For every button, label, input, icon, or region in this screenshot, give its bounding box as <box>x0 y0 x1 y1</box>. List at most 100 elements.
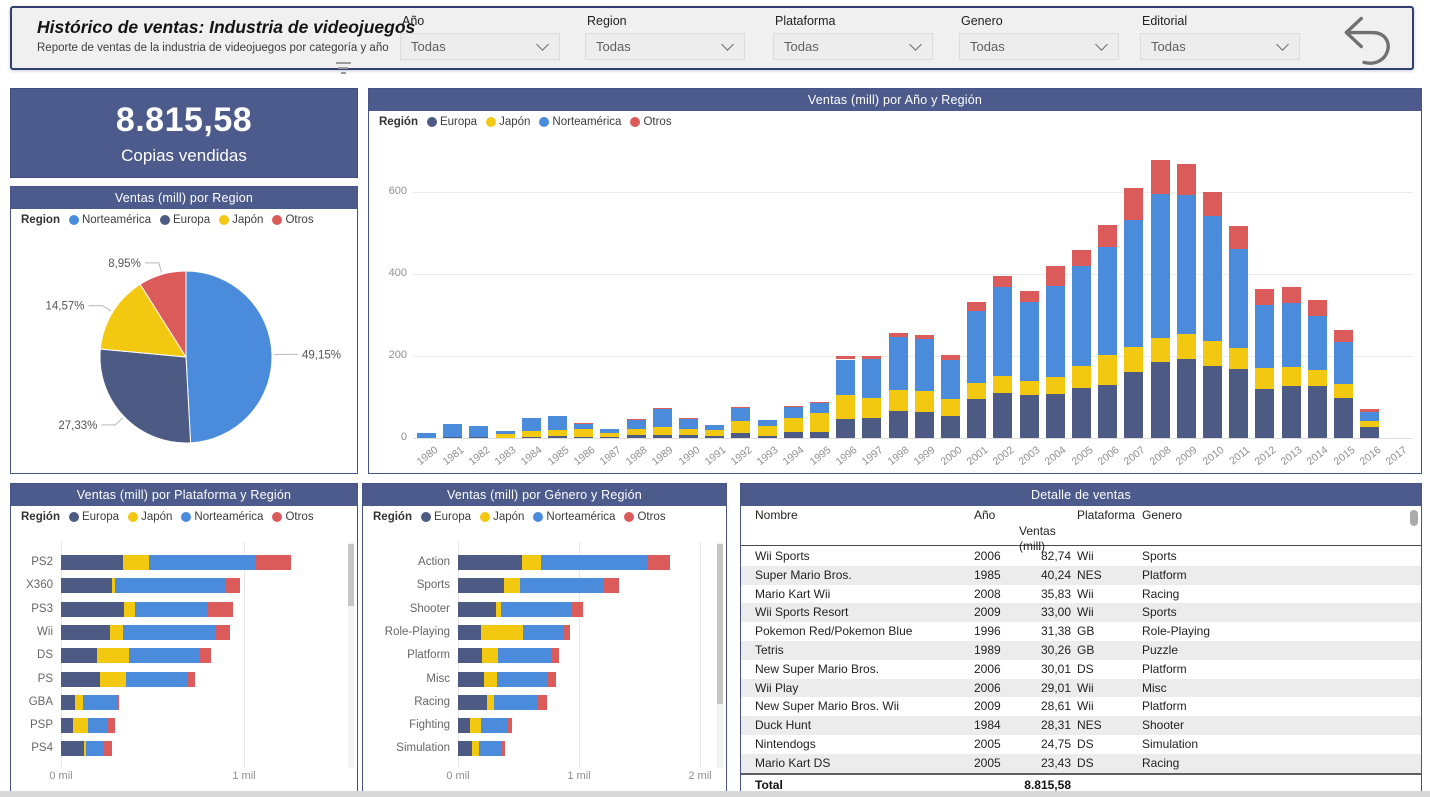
bar-segment-otros[interactable] <box>836 356 856 360</box>
filter-dropdown-editorial[interactable]: Todas <box>1140 33 1300 60</box>
table-row[interactable]: Wii Play 2006 29,01 Wii Misc <box>741 678 1421 698</box>
bar-segment-norteamerica[interactable] <box>626 419 646 429</box>
bar-segment-norteamerica[interactable] <box>757 419 777 426</box>
bar-segment-japon[interactable] <box>1360 421 1380 428</box>
table-row[interactable]: Tetris 1989 30,26 GB Puzzle <box>741 640 1421 660</box>
bar-segment-norteamerica[interactable] <box>498 648 553 664</box>
bar-segment-norteamerica[interactable] <box>148 555 256 570</box>
bar-segment-otros[interactable] <box>647 555 670 570</box>
legend-item-japon[interactable]: Japón <box>480 511 524 523</box>
filter-dropdown-plataforma[interactable]: Todas <box>773 33 933 60</box>
bar-segment-otros[interactable] <box>103 741 112 757</box>
bar-segment-otros[interactable] <box>562 624 571 640</box>
bar-segment-japon[interactable] <box>783 417 803 432</box>
bar-segment-japon[interactable] <box>1334 384 1353 398</box>
bar-segment-japon[interactable] <box>548 430 567 437</box>
bar-segment-japon[interactable] <box>1124 347 1144 373</box>
bar-segment-norteamerica[interactable] <box>493 694 538 710</box>
bar-segment-japon[interactable] <box>967 382 987 400</box>
bar-segment-otros[interactable] <box>1281 287 1301 304</box>
bar-segment-norteamerica[interactable] <box>134 601 207 617</box>
bar-segment-otros[interactable] <box>571 601 584 617</box>
bar-segment-europa[interactable] <box>1307 386 1327 438</box>
bar-segment-otros[interactable] <box>200 648 212 664</box>
bar-segment-otros[interactable] <box>967 302 987 312</box>
bar-segment-europa[interactable] <box>61 624 111 640</box>
bar-segment-otros[interactable] <box>1255 289 1275 305</box>
bar-segment-norteamerica[interactable] <box>523 624 563 640</box>
pie-slice-norteamerica[interactable] <box>185 270 273 444</box>
bar-segment-japon[interactable] <box>600 432 620 438</box>
bar-segment-otros[interactable] <box>107 718 116 734</box>
bar-segment-japon[interactable] <box>1150 337 1170 363</box>
bar-segment-europa[interactable] <box>61 741 84 757</box>
bar-segment-norteamerica[interactable] <box>862 359 882 399</box>
bar-segment-europa[interactable] <box>1203 365 1222 438</box>
filter-grip-icon[interactable] <box>334 62 352 74</box>
bar-segment-otros[interactable] <box>206 601 233 617</box>
bar-segment-europa[interactable] <box>1045 393 1065 438</box>
bar-segment-europa[interactable] <box>810 431 829 438</box>
bar-segment-japon[interactable] <box>679 428 698 435</box>
bar-segment-europa[interactable] <box>458 694 487 710</box>
bar-segment-norteamerica[interactable] <box>125 671 188 687</box>
bar-segment-otros[interactable] <box>537 694 547 710</box>
filter-dropdown-region[interactable]: Todas <box>585 33 745 60</box>
bar-segment-japon[interactable] <box>1281 366 1301 387</box>
bar-segment-europa[interactable] <box>61 578 113 594</box>
bar-segment-europa[interactable] <box>458 741 472 757</box>
column-header-nombre[interactable]: Nombre <box>755 508 798 522</box>
column-header-plataforma[interactable]: Plataforma <box>1077 508 1136 522</box>
legend-item-norteamerica[interactable]: Norteamérica <box>539 116 621 128</box>
bar-segment-europa[interactable] <box>652 434 672 438</box>
legend-item-europa[interactable]: Europa <box>160 214 210 226</box>
bar-segment-norteamerica[interactable] <box>1360 412 1380 422</box>
table-row[interactable]: Nintendogs 2005 24,75 DS Simulation <box>741 735 1421 754</box>
bar-segment-norteamerica[interactable] <box>495 431 515 435</box>
bar-segment-europa[interactable] <box>967 399 987 438</box>
bar-segment-norteamerica[interactable] <box>1255 304 1275 369</box>
bar-segment-japon[interactable] <box>495 601 501 617</box>
bar-segment-europa[interactable] <box>941 416 960 438</box>
table-row[interactable]: Super Mario Bros. 1985 40,24 NES Platform <box>741 565 1421 585</box>
bar-segment-norteamerica[interactable] <box>1150 193 1170 338</box>
bar-segment-otros[interactable] <box>255 555 291 570</box>
legend-item-otros[interactable]: Otros <box>272 511 314 523</box>
bar-segment-norteamerica[interactable] <box>86 741 104 757</box>
bar-segment-japon[interactable] <box>1072 365 1091 388</box>
bar-segment-otros[interactable] <box>679 417 698 419</box>
bar-segment-europa[interactable] <box>443 437 463 439</box>
legend-item-europa[interactable]: Europa <box>68 511 119 523</box>
bar-segment-otros[interactable] <box>1334 329 1353 342</box>
bar-segment-norteamerica[interactable] <box>1307 316 1327 371</box>
bar-segment-japon[interactable] <box>480 624 524 640</box>
bar-segment-europa[interactable] <box>61 555 124 570</box>
legend-item-otros[interactable]: Otros <box>624 511 666 523</box>
legend-item-norteamerica[interactable]: Norteamérica <box>68 214 151 226</box>
bar-segment-japon[interactable] <box>486 694 494 710</box>
bar-segment-europa[interactable] <box>574 436 594 438</box>
bar-segment-japon[interactable] <box>73 718 88 734</box>
bar-segment-japon[interactable] <box>914 390 934 413</box>
legend-item-europa[interactable]: Europa <box>420 511 471 523</box>
bar-segment-europa[interactable] <box>548 436 567 438</box>
bar-segment-otros[interactable] <box>552 648 559 664</box>
bar-segment-norteamerica[interactable] <box>540 555 648 570</box>
bar-segment-otros[interactable] <box>783 405 803 407</box>
bar-segment-japon[interactable] <box>482 648 499 664</box>
bar-segment-norteamerica[interactable] <box>783 406 803 418</box>
bar-segment-otros[interactable] <box>187 671 195 687</box>
bar-segment-otros[interactable] <box>546 671 556 687</box>
pie-slice-otros[interactable] <box>139 270 187 359</box>
bar-segment-otros[interactable] <box>507 718 513 734</box>
bar-segment-europa[interactable] <box>458 555 522 570</box>
legend-item-japon[interactable]: Japón <box>486 116 530 128</box>
bar-segment-japon[interactable] <box>1307 370 1327 387</box>
bar-segment-otros[interactable] <box>941 355 960 361</box>
bar-segment-europa[interactable] <box>469 437 489 439</box>
bar-segment-japon[interactable] <box>993 375 1013 393</box>
filter-dropdown-ano[interactable]: Todas <box>400 33 560 60</box>
bar-segment-europa[interactable] <box>458 601 496 617</box>
bar-segment-otros[interactable] <box>224 578 241 594</box>
table-row[interactable]: Pokemon Red/Pokemon Blue 1996 31,38 GB Role-… <box>741 622 1421 641</box>
